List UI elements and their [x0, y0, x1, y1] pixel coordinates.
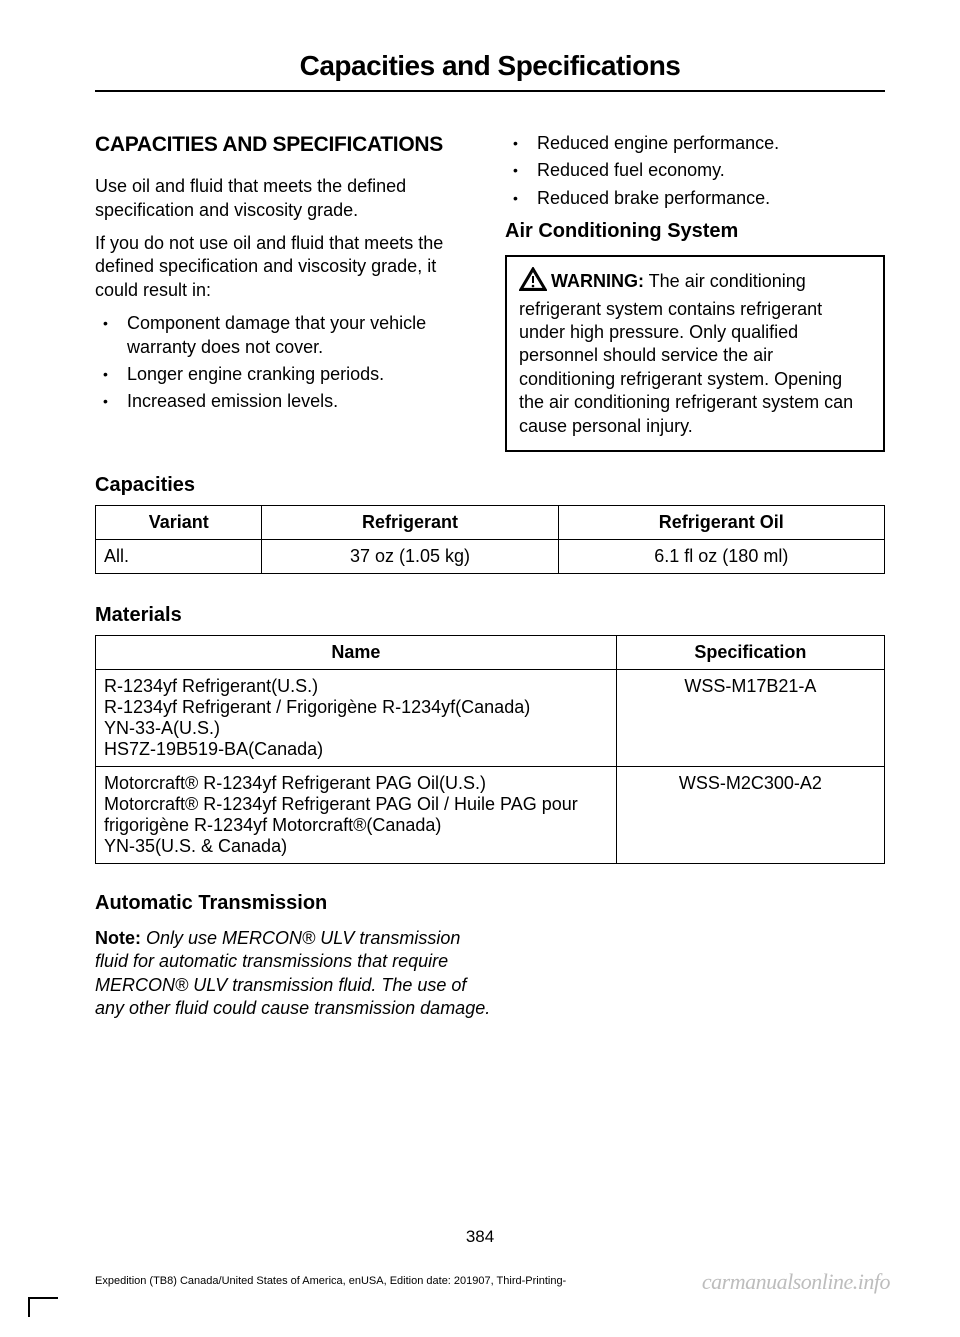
auto-trans-heading: Automatic Transmission: [95, 892, 885, 915]
capacities-table: Variant Refrigerant Refrigerant Oil All.…: [95, 505, 885, 574]
left-bullet-list: Component damage that your vehicle warra…: [95, 312, 475, 414]
list-item: Reduced brake performance.: [505, 187, 885, 210]
right-column: Reduced engine performance. Reduced fuel…: [505, 132, 885, 452]
td-refrigerant: 37 oz (1.05 kg): [262, 539, 558, 573]
td-name: R-1234yf Refrigerant(U.S.) R-1234yf Refr…: [96, 669, 617, 766]
section-title: CAPACITIES AND SPECIFICATIONS: [95, 132, 475, 157]
footer-left: Expedition (TB8) Canada/United States of…: [95, 1275, 566, 1287]
td-spec: WSS-M2C300-A2: [616, 766, 884, 863]
td-variant: All.: [96, 539, 262, 573]
td-refrigerant-oil: 6.1 fl oz (180 ml): [558, 539, 884, 573]
note-label: Note:: [95, 928, 141, 948]
left-column: CAPACITIES AND SPECIFICATIONS Use oil an…: [95, 132, 475, 452]
page-number: 384: [0, 1227, 960, 1247]
warning-icon: [519, 267, 547, 297]
th-refrigerant-oil: Refrigerant Oil: [558, 505, 884, 539]
list-item: Component damage that your vehicle warra…: [95, 312, 475, 359]
ac-heading: Air Conditioning System: [505, 220, 885, 243]
td-spec: WSS-M17B21-A: [616, 669, 884, 766]
table-row: R-1234yf Refrigerant(U.S.) R-1234yf Refr…: [96, 669, 885, 766]
list-item: Increased emission levels.: [95, 390, 475, 413]
note-block: Note: Only use MERCON® ULV transmission …: [95, 927, 495, 1021]
note-text: Only use MERCON® ULV transmission fluid …: [95, 928, 490, 1018]
materials-table: Name Specification R-1234yf Refrigerant(…: [95, 635, 885, 864]
header-rule: [95, 90, 885, 92]
table-row: Motorcraft® R-1234yf Refrigerant PAG Oil…: [96, 766, 885, 863]
intro-para-1: Use oil and fluid that meets the defined…: [95, 175, 475, 222]
right-bullet-list: Reduced engine performance. Reduced fuel…: [505, 132, 885, 210]
th-name: Name: [96, 635, 617, 669]
crop-mark: [28, 1297, 58, 1317]
th-refrigerant: Refrigerant: [262, 505, 558, 539]
list-item: Reduced engine performance.: [505, 132, 885, 155]
watermark: carmanualsonline.info: [702, 1269, 890, 1295]
th-spec: Specification: [616, 635, 884, 669]
warning-box: WARNING: The air conditioning refrigeran…: [505, 255, 885, 452]
capacities-heading: Capacities: [95, 474, 885, 497]
warning-label: WARNING:: [551, 271, 644, 291]
td-name: Motorcraft® R-1234yf Refrigerant PAG Oil…: [96, 766, 617, 863]
intro-para-2: If you do not use oil and fluid that mee…: [95, 232, 475, 302]
materials-heading: Materials: [95, 604, 885, 627]
list-item: Longer engine cranking periods.: [95, 363, 475, 386]
page-header-title: Capacities and Specifications: [95, 50, 885, 82]
list-item: Reduced fuel economy.: [505, 159, 885, 182]
warning-text: The air conditioning refrigerant system …: [519, 271, 853, 435]
th-variant: Variant: [96, 505, 262, 539]
